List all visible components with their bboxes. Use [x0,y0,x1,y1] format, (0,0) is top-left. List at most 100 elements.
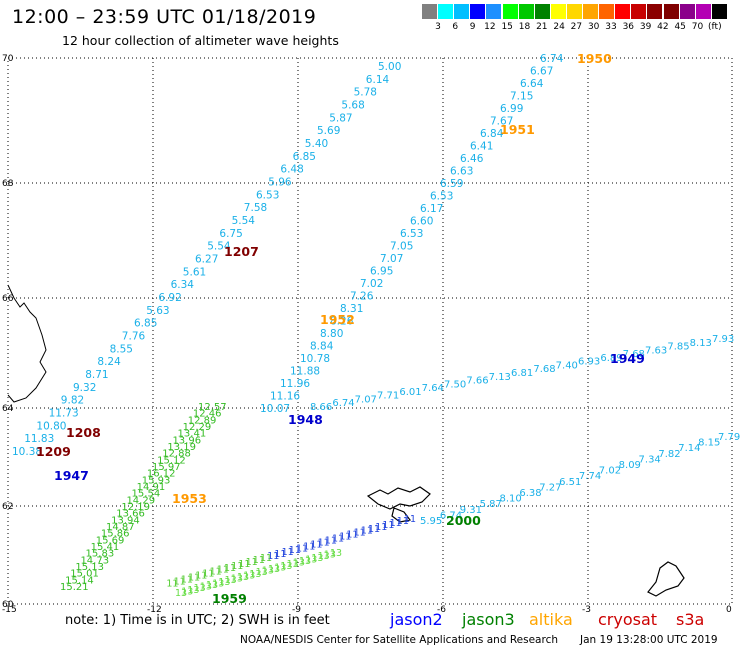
wave-height-value: 6.63 [450,166,473,178]
dense-swath-mark: 13 [256,567,268,578]
dense-swath-mark: 11 [397,516,409,527]
wave-height-value: 13.41 [178,429,207,440]
wave-height-value: 14.87 [106,522,135,533]
scale-swatch [631,4,647,19]
scale-label: 27 [570,22,583,32]
scale-label: 30 [587,22,600,32]
lon-tick-label: 0 [726,605,732,615]
wave-height-value: 5.00 [378,61,401,73]
scale-label: 45 [674,22,686,32]
wave-height-value: 11.96 [280,378,310,390]
wave-height-value: 8.31 [340,303,363,315]
wave-height-value: 15.01 [70,569,99,580]
wave-height-value: 15.13 [75,562,104,573]
dense-swath-mark: 13 [225,575,237,586]
wave-height-value: 15.97 [152,462,181,473]
scale-swatch [647,4,663,19]
wave-height-value: 7.82 [658,449,680,460]
dense-swath-mark: 13 [231,574,243,585]
faroe-islands [366,486,431,523]
wave-height-value: 6.53 [400,228,423,240]
scale-label: 3 [435,22,441,32]
scale-swatch [583,4,598,19]
scale-swatch [679,4,695,19]
wave-height-value: 7.68 [533,364,555,375]
pass-label: 1947 [54,468,89,483]
wave-height-value: 12.89 [188,415,217,426]
wave-height-value: 15.14 [65,575,94,586]
dense-swath-mark: 11 [289,545,301,556]
wave-height-value: 5.87 [329,112,352,124]
wave-height-value: 10.07 [260,403,290,415]
pass-label: 1959 [212,591,247,606]
wave-height-value: 7.02 [599,466,621,477]
wave-height-value: 11.73 [49,408,79,420]
lat-tick-label: 62 [2,502,13,512]
dense-swath-mark: 13 [181,586,193,597]
wave-height-value: 7.76 [122,331,146,343]
scale-swatch [711,4,727,19]
wave-height-value: 7.34 [639,454,661,465]
pass-label: 1207 [224,244,259,259]
dense-swath-mark: 11 [246,557,258,568]
wave-height-value: 5.54 [207,241,231,253]
wave-height-value: 8.71 [85,369,108,381]
wave-height-value: 7.50 [444,379,466,390]
wave-height-value: 6.92 [158,292,181,304]
wave-height-value: 6.38 [519,488,541,499]
legend-jason3: jason3 [462,610,515,629]
pass-label: 1949 [610,351,645,366]
wave-height-value: 6.85 [293,151,316,163]
wave-height-value: 6.41 [470,141,493,153]
scale-label: 24 [553,22,565,32]
scale-label: 21 [536,22,548,32]
wave-height-value: 12.29 [183,422,212,433]
lat-tick-label: 64 [2,404,14,414]
wave-height-value: 6.46 [460,153,484,165]
dense-swath-mark: 11 [231,561,243,572]
wave-height-value: 15.54 [132,489,161,500]
scale-label: 42 [657,22,669,32]
wave-height-value: 7.74 [579,471,601,482]
wave-height-value: 15.93 [142,475,171,486]
scale-label: 6 [452,22,459,32]
dense-swath-mark: 11 [253,555,265,566]
wave-height-value: 6.51 [559,477,581,488]
wave-height-value: 9.32 [73,382,96,394]
dense-swath-mark: 11 [195,571,207,582]
wave-height-value: 6.53 [256,189,279,201]
legend-jason2: jason2 [390,610,443,629]
wave-height-value: 5.68 [341,100,364,112]
wave-height-value: 7.68 [623,349,645,360]
lon-tick-label: -6 [437,605,446,615]
pass-label: 1208 [66,425,101,440]
wave-height-value: 8.24 [97,356,121,368]
wave-height-value: 12.57 [198,402,227,413]
footer-note: note: 1) Time is in UTC; 2) SWH is in fe… [65,613,330,628]
dense-swath-mark: 13 [299,556,311,567]
wave-height-value: 7.93 [712,334,734,345]
dense-swath-mark: 13 [243,570,255,581]
wave-height-value: 6.84 [480,128,504,140]
pass-label: 1948 [288,412,323,427]
scale-label: 18 [518,22,531,32]
wave-height-value: 16.12 [147,469,176,480]
wave-height-value: 7.40 [556,360,578,371]
wave-height-value: 6.59 [440,178,463,190]
map-title: 12:00 – 23:59 UTC 01/18/2019 [12,6,317,28]
wave-height-value: 6.75 [219,228,242,240]
wave-height-value: 7.27 [539,482,561,493]
wave-height-value: 12.46 [193,409,222,420]
coastline [7,284,685,597]
pass-label: 1209 [36,444,71,459]
wave-height-value: 6.99 [500,103,523,115]
wave-height-value: 13.96 [172,435,201,446]
pass-label: 1952 [320,312,355,327]
scale-swatch [615,4,631,19]
dense-swath-mark: 11 [354,528,366,539]
wave-height-value: 6.17 [420,203,443,215]
dense-swath-mark: 11 [217,565,229,576]
dense-swath-mark: 13 [200,582,212,593]
wave-height-value: 7.02 [360,278,383,290]
wave-height-value: 14.73 [80,555,109,566]
